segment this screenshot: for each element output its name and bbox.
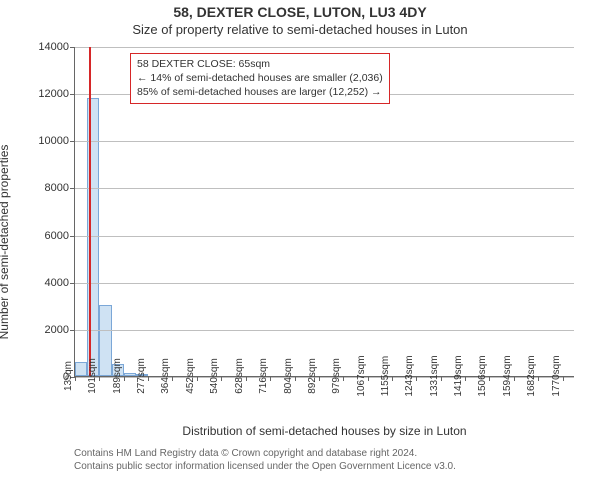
x-tick-mark <box>295 376 296 381</box>
x-axis-label: Distribution of semi-detached houses by … <box>182 424 466 438</box>
x-tick-mark <box>392 376 393 381</box>
x-tick-mark <box>148 376 149 381</box>
x-tick-label: 1682sqm <box>522 355 537 396</box>
y-tick-label: 14000 <box>38 41 75 53</box>
footer-line2: Contains public sector information licen… <box>74 460 600 473</box>
x-tick-label: 277sqm <box>132 358 147 394</box>
x-tick-mark <box>99 376 100 381</box>
y-tick-label: 12000 <box>38 88 75 100</box>
plot-area: Distribution of semi-detached houses by … <box>74 47 574 377</box>
x-tick-label: 1419sqm <box>449 355 464 396</box>
x-tick-mark <box>416 376 417 381</box>
info-box: 58 DEXTER CLOSE: 65sqm← 14% of semi-deta… <box>130 53 390 104</box>
x-tick-label: 452sqm <box>181 358 196 394</box>
x-tick-mark <box>319 376 320 381</box>
gridline-h <box>75 47 574 48</box>
gridline-h <box>75 283 574 284</box>
x-tick-label: 364sqm <box>156 358 171 394</box>
x-tick-label: 1770sqm <box>547 355 562 396</box>
x-tick-label: 1155sqm <box>376 356 391 396</box>
x-tick-mark <box>343 376 344 381</box>
page-subtitle: Size of property relative to semi-detach… <box>0 22 600 37</box>
x-tick-mark <box>124 376 125 381</box>
x-tick-mark <box>465 376 466 381</box>
x-tick-mark <box>538 376 539 381</box>
x-tick-label: 189sqm <box>108 358 123 394</box>
gridline-h <box>75 188 574 189</box>
x-tick-mark <box>441 376 442 381</box>
info-line3: 85% of semi-detached houses are larger (… <box>137 85 383 99</box>
x-tick-mark <box>368 376 369 381</box>
x-tick-label: 1506sqm <box>473 355 488 396</box>
y-tick-label: 8000 <box>45 182 75 194</box>
x-tick-mark <box>270 376 271 381</box>
x-tick-label: 540sqm <box>205 358 220 394</box>
x-tick-mark <box>197 376 198 381</box>
x-tick-mark <box>246 376 247 381</box>
x-tick-mark <box>489 376 490 381</box>
page-title: 58, DEXTER CLOSE, LUTON, LU3 4DY <box>0 4 600 20</box>
x-tick-label: 716sqm <box>254 358 269 394</box>
x-tick-label: 1243sqm <box>400 355 415 396</box>
x-tick-label: 1594sqm <box>498 355 513 396</box>
gridline-h <box>75 330 574 331</box>
chart-container: Number of semi-detached properties Distr… <box>0 37 600 447</box>
footer-line1: Contains HM Land Registry data © Crown c… <box>74 447 600 460</box>
x-tick-mark <box>563 376 564 381</box>
y-tick-label: 2000 <box>45 324 75 336</box>
x-tick-label: 101sqm <box>83 358 98 394</box>
gridline-h <box>75 141 574 142</box>
x-tick-mark <box>221 376 222 381</box>
x-tick-mark <box>514 376 515 381</box>
x-tick-mark <box>172 376 173 381</box>
footer: Contains HM Land Registry data © Crown c… <box>0 447 600 473</box>
x-tick-label: 804sqm <box>279 358 294 394</box>
x-tick-label: 979sqm <box>327 358 342 394</box>
y-tick-label: 10000 <box>38 135 75 147</box>
y-tick-label: 6000 <box>45 230 75 242</box>
x-tick-label: 628sqm <box>230 358 245 394</box>
x-tick-mark <box>75 376 76 381</box>
x-tick-label: 892sqm <box>303 358 318 394</box>
y-axis-label: Number of semi-detached properties <box>0 145 11 340</box>
y-tick-label: 4000 <box>45 277 75 289</box>
marker-line <box>89 47 91 376</box>
gridline-h <box>75 236 574 237</box>
x-tick-label: 1067sqm <box>352 355 367 396</box>
x-tick-label: 1331sqm <box>425 355 440 396</box>
info-line2: ← 14% of semi-detached houses are smalle… <box>137 71 383 85</box>
info-line1: 58 DEXTER CLOSE: 65sqm <box>137 57 383 71</box>
x-tick-label: 13sqm <box>59 361 74 391</box>
